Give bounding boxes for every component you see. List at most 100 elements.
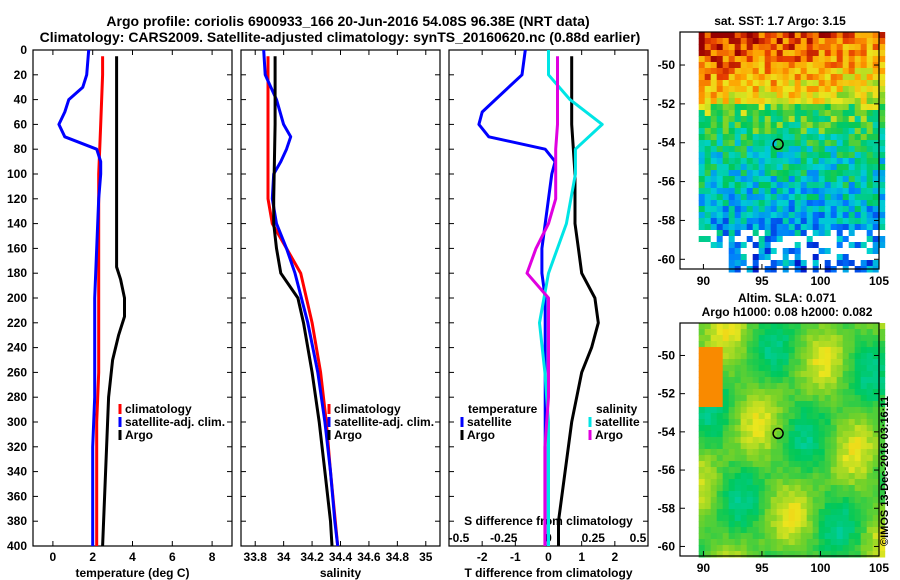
sla_map-cell	[878, 431, 886, 438]
sla_map-cell	[770, 431, 778, 438]
sla_map-cell	[872, 383, 880, 390]
sst_map-cell	[866, 164, 874, 171]
sst_map-cell	[830, 128, 838, 135]
sla_map-cell	[812, 383, 820, 390]
sla_map-cell	[866, 353, 874, 360]
sla_map-cell	[758, 503, 766, 510]
sst_map-cell	[704, 32, 712, 39]
sst_map-cell	[764, 242, 772, 249]
sst_map-cell	[704, 86, 712, 93]
sla_map-cell	[776, 395, 784, 402]
sst_map-cell	[812, 134, 820, 141]
sla_map-cell	[722, 407, 730, 414]
sla_map-cell	[698, 533, 706, 540]
sst_map-cell	[836, 116, 844, 123]
sla_map-cell	[836, 551, 844, 558]
sst_map-cell	[722, 248, 730, 255]
sla_map-cell	[794, 425, 802, 432]
sla_map-cell	[710, 461, 718, 468]
sst_map-cell	[728, 50, 736, 57]
sst_map-cell	[794, 74, 802, 81]
sla_map-cell	[752, 533, 760, 540]
sst_map-cell	[734, 194, 742, 201]
sst_map-cell	[842, 122, 850, 129]
sst_map-cell	[878, 146, 886, 153]
sst_map-cell	[770, 170, 778, 177]
sla_map-cell	[728, 503, 736, 510]
sla_map-cell	[854, 533, 862, 540]
sla_map-cell	[800, 323, 808, 330]
sst_map-cell	[716, 212, 724, 219]
sst_map-cell	[818, 254, 826, 261]
sla_map-cell	[710, 521, 718, 528]
sst_map-cell	[728, 158, 736, 165]
sla_map-cell	[836, 413, 844, 420]
sla_map-cell	[830, 443, 838, 450]
sst_map-cell	[806, 242, 814, 249]
sla_map-cell	[734, 497, 742, 504]
sla_map-lat-label: -60	[658, 539, 676, 553]
sst_map-cell	[878, 116, 886, 123]
sla_map-cell	[746, 389, 754, 396]
sst_map-cell	[818, 200, 826, 207]
sla_map-cell	[710, 497, 718, 504]
sst_map-cell	[806, 182, 814, 189]
sla_map-cell	[740, 539, 748, 546]
sla_map-cell	[704, 527, 712, 534]
sla_map-cell	[794, 437, 802, 444]
sla_map-cell	[716, 377, 724, 384]
salinity-xtick-label: 34	[277, 550, 291, 564]
sla_map-cell	[866, 533, 874, 540]
sla_map-cell	[716, 323, 724, 330]
sst_map-cell	[740, 146, 748, 153]
sst_map-cell	[698, 50, 706, 57]
sla_map-cell	[776, 365, 784, 372]
sla_map-cell	[758, 377, 766, 384]
sla_map-cell	[872, 551, 880, 558]
sla_map-cell	[794, 431, 802, 438]
sla_map-cell	[830, 365, 838, 372]
sla_map-cell	[812, 479, 820, 486]
sst_map-cell	[698, 218, 706, 225]
sst_map-cell	[812, 62, 820, 69]
sla_map-cell	[734, 359, 742, 366]
sst_map-cell	[728, 38, 736, 45]
sla_map-cell	[794, 341, 802, 348]
sla_map-cell	[716, 539, 724, 546]
sla_map-cell	[794, 359, 802, 366]
sla_map-cell	[872, 359, 880, 366]
sla_map-cell	[878, 467, 886, 474]
sla_map-cell	[854, 551, 862, 558]
sst_map-cell	[770, 164, 778, 171]
sst_map-cell	[764, 74, 772, 81]
sst_map-cell	[842, 200, 850, 207]
sla_map-cell	[746, 353, 754, 360]
sla_map-cell	[872, 509, 880, 516]
sla_map-cell	[812, 539, 820, 546]
sst_map-frame	[679, 31, 880, 270]
sla_map-cell	[734, 509, 742, 516]
sst_map-cell	[752, 38, 760, 45]
sst_map-cell	[752, 158, 760, 165]
sla_map-cell	[812, 365, 820, 372]
sst_map-cell	[704, 92, 712, 99]
sla_map-cell	[800, 503, 808, 510]
temperature-xtick-label: 2	[89, 550, 96, 564]
sla_map-cell	[758, 455, 766, 462]
sst_map-cell	[812, 98, 820, 105]
sla_map-cell	[842, 539, 850, 546]
sla_map-cell	[704, 551, 712, 558]
sla_map-cell	[698, 485, 706, 492]
sla_map-cell	[740, 335, 748, 342]
sla_map-cell	[722, 395, 730, 402]
sla_map-cell	[866, 545, 874, 552]
sst_map-cell	[812, 200, 820, 207]
sla_map-cell	[848, 389, 856, 396]
sst_map-cell	[728, 104, 736, 111]
sla_map-cell	[842, 389, 850, 396]
sla_map-cell	[854, 479, 862, 486]
sst_map-cell	[848, 140, 856, 147]
sst_map-cell	[770, 74, 778, 81]
sla_map-cell	[776, 545, 784, 552]
sla_map-cell	[830, 377, 838, 384]
